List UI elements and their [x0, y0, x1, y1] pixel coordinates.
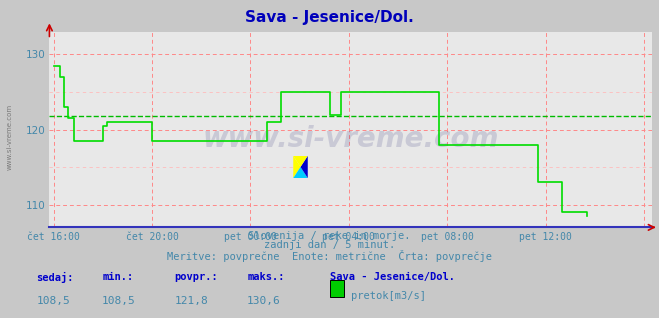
Text: min.:: min.:	[102, 272, 133, 282]
Text: 108,5: 108,5	[102, 296, 136, 306]
Polygon shape	[301, 156, 308, 178]
Text: maks.:: maks.:	[247, 272, 285, 282]
Polygon shape	[293, 167, 308, 178]
Text: zadnji dan / 5 minut.: zadnji dan / 5 minut.	[264, 240, 395, 250]
Text: www.si-vreme.com: www.si-vreme.com	[7, 104, 13, 170]
Text: sedaj:: sedaj:	[36, 272, 74, 283]
Text: Meritve: povprečne  Enote: metrične  Črta: povprečje: Meritve: povprečne Enote: metrične Črta:…	[167, 250, 492, 262]
Text: www.si-vreme.com: www.si-vreme.com	[203, 125, 499, 153]
Polygon shape	[293, 156, 308, 167]
Text: 130,6: 130,6	[247, 296, 281, 306]
Text: Sava - Jesenice/Dol.: Sava - Jesenice/Dol.	[330, 272, 455, 282]
Text: Slovenija / reke in morje.: Slovenija / reke in morje.	[248, 231, 411, 240]
Text: povpr.:: povpr.:	[175, 272, 218, 282]
Text: Sava - Jesenice/Dol.: Sava - Jesenice/Dol.	[245, 10, 414, 24]
Text: pretok[m3/s]: pretok[m3/s]	[351, 291, 426, 301]
Text: 121,8: 121,8	[175, 296, 208, 306]
Text: 108,5: 108,5	[36, 296, 70, 306]
Polygon shape	[293, 156, 301, 178]
